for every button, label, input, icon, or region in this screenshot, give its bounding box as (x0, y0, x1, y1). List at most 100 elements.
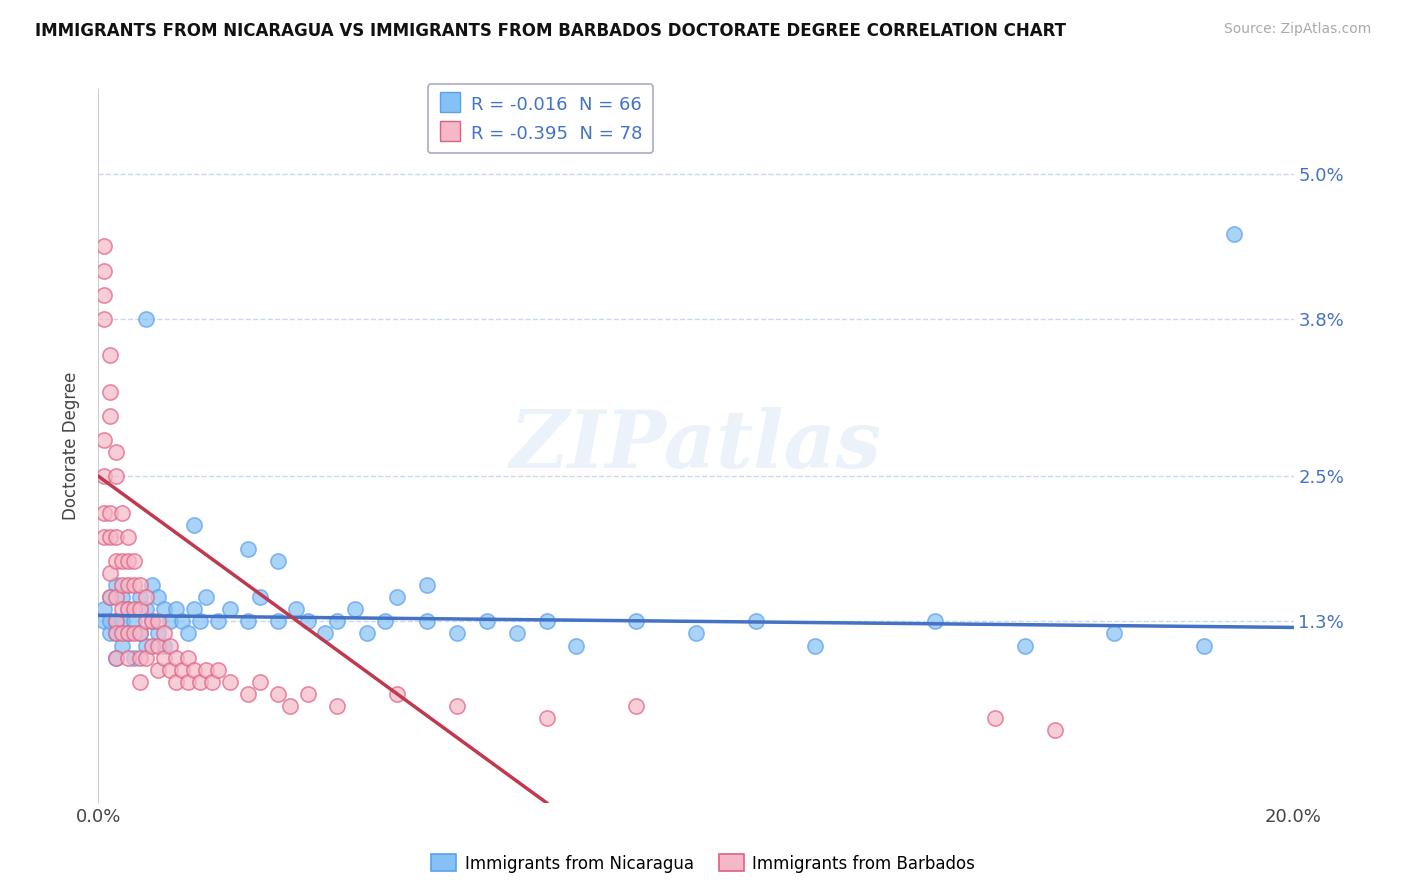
Point (98, 348, 122, 362)
Point (207, 615, 229, 629)
Point (183, 517, 205, 532)
Point (111, 615, 134, 629)
Point (506, 626, 529, 640)
Point (105, 615, 128, 629)
Point (105, 578, 128, 592)
Point (117, 602, 139, 616)
Point (117, 578, 139, 592)
Point (984, 711, 1007, 725)
Point (267, 554, 290, 568)
Point (385, 687, 409, 701)
Point (315, 626, 337, 640)
Point (326, 699, 349, 714)
Point (129, 674, 152, 689)
Point (236, 615, 259, 629)
Point (745, 615, 768, 629)
Point (177, 674, 200, 689)
Point (124, 578, 146, 592)
Point (153, 626, 176, 640)
Point (159, 615, 181, 629)
Point (177, 626, 200, 640)
Y-axis label: Doctorate Degree: Doctorate Degree (62, 372, 80, 520)
Point (111, 590, 134, 604)
Point (98, 530, 122, 544)
Point (129, 650, 152, 665)
Point (129, 626, 152, 640)
Point (117, 650, 139, 665)
Point (98, 615, 122, 629)
Point (1043, 723, 1066, 738)
Point (1223, 227, 1246, 242)
Point (93, 602, 115, 616)
Point (416, 578, 439, 592)
Point (117, 530, 139, 544)
Point (148, 639, 170, 653)
Point (153, 639, 176, 653)
Point (159, 663, 181, 677)
Point (111, 506, 134, 520)
Point (148, 626, 170, 640)
Point (98, 384, 122, 399)
Point (117, 602, 139, 616)
Point (98, 590, 122, 604)
Point (148, 615, 170, 629)
Text: ZIPatlas: ZIPatlas (510, 408, 882, 484)
Point (105, 469, 128, 483)
Point (159, 639, 181, 653)
Point (475, 615, 498, 629)
Point (626, 699, 648, 714)
Point (124, 615, 146, 629)
Point (804, 639, 827, 653)
Point (326, 615, 349, 629)
Point (148, 663, 170, 677)
Point (98, 506, 122, 520)
Point (135, 650, 157, 665)
Point (165, 674, 187, 689)
Point (93, 239, 115, 253)
Point (924, 615, 946, 629)
Point (105, 590, 128, 604)
Point (111, 602, 134, 616)
Point (135, 602, 157, 616)
Point (284, 602, 307, 616)
Point (236, 541, 259, 556)
Point (93, 615, 115, 629)
Point (124, 554, 146, 568)
Point (93, 263, 115, 277)
Point (685, 626, 707, 640)
Point (207, 663, 229, 677)
Point (111, 578, 134, 592)
Point (385, 590, 409, 604)
Point (267, 615, 290, 629)
Point (446, 699, 468, 714)
Text: IMMIGRANTS FROM NICARAGUA VS IMMIGRANTS FROM BARBADOS DOCTORATE DEGREE CORRELATI: IMMIGRANTS FROM NICARAGUA VS IMMIGRANTS … (35, 22, 1066, 40)
Point (236, 687, 259, 701)
Point (93, 288, 115, 302)
Point (1014, 639, 1036, 653)
Point (297, 615, 319, 629)
Point (141, 615, 163, 629)
Point (536, 615, 558, 629)
Point (141, 615, 163, 629)
Point (129, 602, 152, 616)
Point (165, 602, 187, 616)
Point (177, 650, 200, 665)
Point (446, 626, 468, 640)
Legend: Immigrants from Nicaragua, Immigrants from Barbados: Immigrants from Nicaragua, Immigrants fr… (425, 847, 981, 880)
Point (356, 626, 378, 640)
Point (93, 433, 115, 447)
Point (117, 626, 139, 640)
Point (219, 674, 242, 689)
Point (129, 578, 152, 592)
Point (135, 639, 157, 653)
Point (188, 674, 211, 689)
Point (117, 626, 139, 640)
Point (536, 711, 558, 725)
Point (124, 626, 146, 640)
Point (117, 554, 139, 568)
Point (105, 650, 128, 665)
Point (98, 626, 122, 640)
Point (105, 626, 128, 640)
Point (219, 602, 242, 616)
Point (93, 530, 115, 544)
